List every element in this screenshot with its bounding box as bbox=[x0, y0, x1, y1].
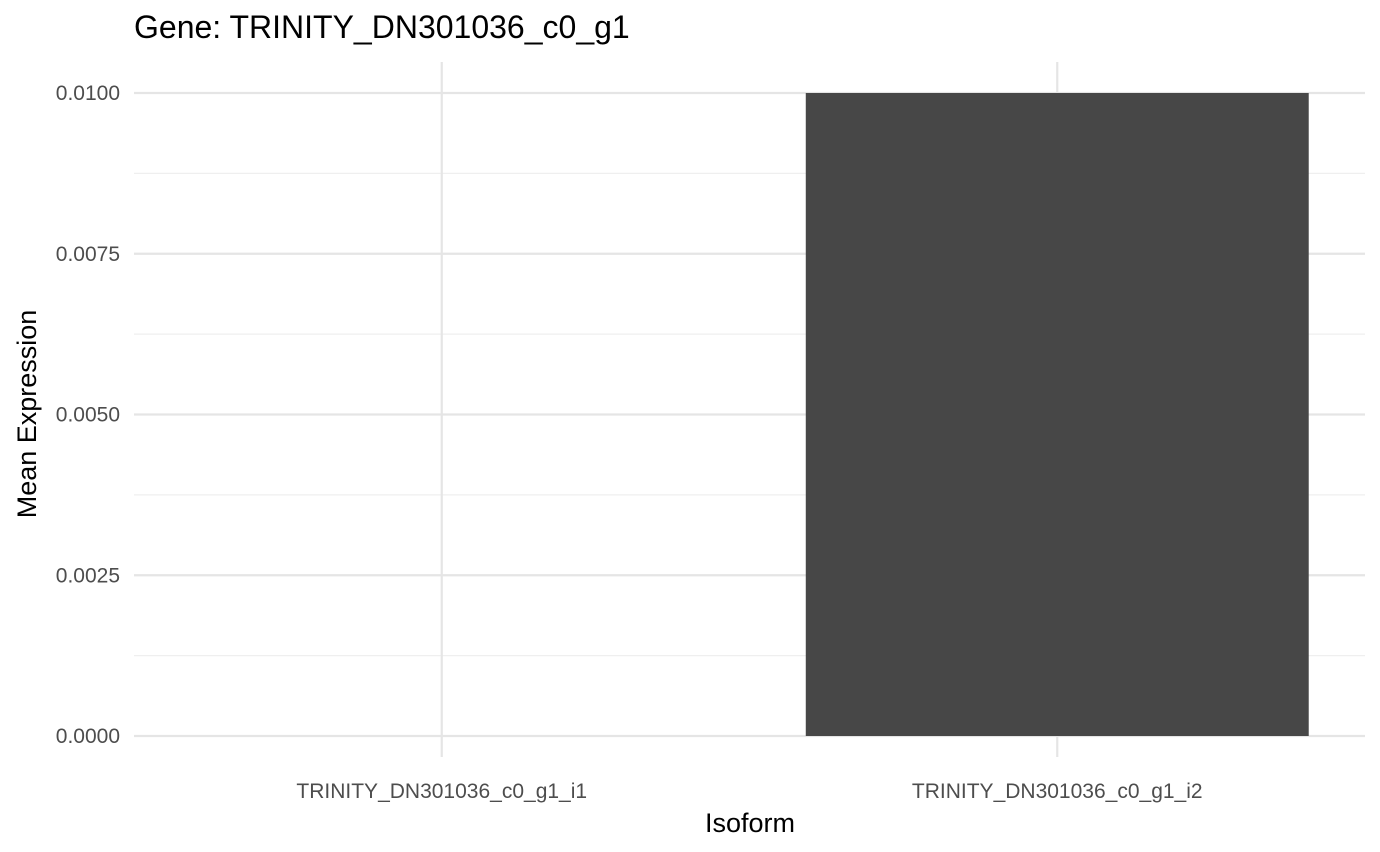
bar-2 bbox=[805, 93, 1309, 736]
y-tick-label: 0.0025 bbox=[56, 564, 120, 587]
y-tick-label: 0.0100 bbox=[56, 82, 120, 105]
y-axis-title: Mean Expression bbox=[12, 310, 42, 519]
x-tick-labels: TRINITY_DN301036_c0_g1_i1 TRINITY_DN30103… bbox=[296, 780, 1202, 803]
y-tick-label: 0.0075 bbox=[56, 243, 120, 266]
x-axis-title: Isoform bbox=[705, 808, 795, 838]
y-tick-label: 0.0050 bbox=[56, 404, 120, 427]
bars bbox=[805, 93, 1309, 736]
chart-title: Gene: TRINITY_DN301036_c0_g1 bbox=[134, 9, 630, 45]
y-tick-labels: 0.0000 0.0025 0.0050 0.0075 0.0100 bbox=[56, 82, 120, 748]
x-tick-label: TRINITY_DN301036_c0_g1_i1 bbox=[296, 780, 587, 803]
x-tick-label: TRINITY_DN301036_c0_g1_i2 bbox=[912, 780, 1203, 803]
y-tick-label: 0.0000 bbox=[56, 725, 120, 748]
